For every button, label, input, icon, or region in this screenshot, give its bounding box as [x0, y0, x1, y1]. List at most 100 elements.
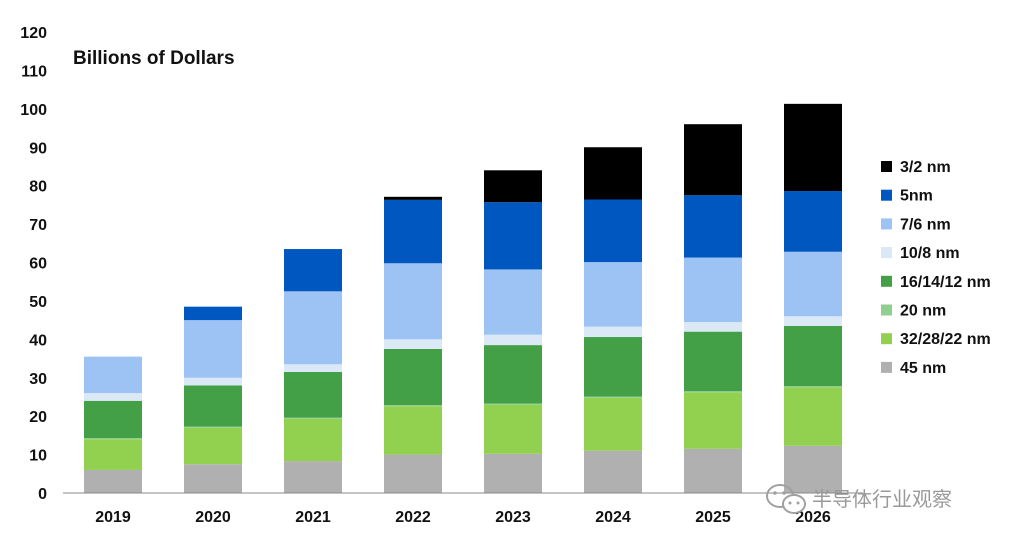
- legend-item: 5nm: [881, 188, 933, 205]
- bar-segment: [484, 170, 542, 203]
- legend-swatch: [881, 361, 892, 373]
- legend-label: 7/6 nm: [900, 216, 951, 233]
- bar-segment: [684, 322, 742, 332]
- bar-segment: [84, 438, 142, 440]
- legend-swatch: [881, 161, 892, 172]
- legend-item: 45 nm: [881, 360, 946, 377]
- legend-swatch: [881, 218, 892, 230]
- legend-label: 10/8 nm: [900, 245, 960, 262]
- bar-segment: [384, 199, 442, 264]
- bar-segment: [684, 331, 742, 392]
- bar-segment: [84, 400, 142, 439]
- y-tick-label: 20: [29, 409, 47, 426]
- y-tick-label: 120: [20, 25, 47, 42]
- x-tick-label: 2026: [795, 509, 831, 526]
- bar-segment: [184, 427, 242, 465]
- bar-segment: [784, 251, 842, 317]
- legend-item: 10/8 nm: [881, 245, 960, 262]
- bar-segment: [184, 426, 242, 428]
- bar-segment: [684, 392, 742, 449]
- bar-segment: [484, 345, 542, 404]
- bar-segment: [284, 371, 342, 418]
- bar-segment: [184, 320, 242, 378]
- bar-segment: [484, 269, 542, 335]
- legend-swatch: [881, 275, 892, 287]
- watermark: 半导体行业观察: [766, 484, 952, 514]
- y-tick-label: 110: [21, 63, 47, 80]
- legend-item: 16/14/12 nm: [881, 274, 991, 291]
- bar-segment: [284, 249, 342, 292]
- legend-item: 32/28/22 nm: [881, 331, 991, 348]
- bar-segment: [384, 196, 442, 200]
- y-tick-label: 10: [29, 448, 47, 465]
- legend-swatch: [881, 304, 892, 316]
- y-tick-label: 100: [20, 102, 47, 119]
- legend-swatch: [881, 333, 892, 345]
- bar-segment: [384, 339, 442, 349]
- bar-segment: [484, 202, 542, 270]
- legend-swatch: [881, 247, 892, 259]
- x-tick-label: 2023: [495, 509, 531, 526]
- axis-layer: 0 10 20 30 40 50 60 70 80 90 100 110 120 2019 2020 2021…: [20, 25, 863, 526]
- x-tick-label: 2024: [595, 509, 631, 526]
- bar-segment: [84, 356, 142, 394]
- y-tick-label: 0: [38, 486, 47, 503]
- bar-segment: [284, 417, 342, 419]
- y-tick-label: 80: [29, 179, 47, 196]
- bar-segment: [384, 454, 442, 493]
- x-tick-label: 2020: [195, 509, 231, 526]
- legend-label: 16/14/12 nm: [900, 274, 991, 291]
- bar-segment: [684, 195, 742, 258]
- bar-segment: [184, 385, 242, 427]
- bar-segment: [184, 306, 242, 321]
- bar-segment: [584, 337, 642, 397]
- legend-swatch: [881, 189, 892, 201]
- bar-segment: [784, 387, 842, 446]
- bar-segment: [784, 316, 842, 326]
- bar-segment: [684, 391, 742, 393]
- bar-segment: [784, 191, 842, 252]
- legend-item: 20 nm: [881, 303, 946, 320]
- bar-segment: [384, 406, 442, 455]
- bar-segment: [584, 199, 642, 263]
- bar-segment: [284, 291, 342, 365]
- legend-label: 5nm: [900, 188, 933, 205]
- bar-segment: [484, 404, 542, 454]
- y-tick-label: 70: [29, 217, 47, 234]
- bar-segment: [284, 418, 342, 462]
- bars-layer: [84, 103, 842, 493]
- bar-segment: [584, 450, 642, 493]
- x-tick-label: 2019: [95, 509, 131, 526]
- bar-segment: [284, 461, 342, 493]
- bar-segment: [484, 334, 542, 346]
- bar-segment: [784, 325, 842, 387]
- legend-label: 32/28/22 nm: [900, 331, 991, 348]
- x-tick-label: 2021: [295, 509, 331, 526]
- bar-segment: [184, 377, 242, 386]
- x-tick-label: 2025: [695, 509, 731, 526]
- bar-segment: [484, 453, 542, 493]
- y-tick-label: 30: [29, 371, 47, 388]
- y-tick-label: 50: [29, 294, 47, 311]
- bar-segment: [784, 445, 842, 493]
- bar-segment: [584, 396, 642, 398]
- y-tick-label: 40: [29, 332, 47, 349]
- legend-label: 45 nm: [900, 360, 946, 377]
- bar-segment: [84, 393, 142, 401]
- bar-segment: [84, 439, 142, 470]
- legend-label: 3/2 nm: [900, 159, 951, 176]
- wechat-icon: [766, 484, 806, 514]
- x-tick-label: 2022: [395, 509, 431, 526]
- bar-segment: [784, 103, 842, 192]
- y-tick-label: 60: [29, 256, 47, 273]
- bar-segment: [584, 326, 642, 338]
- bar-segment: [584, 262, 642, 327]
- y-tick-label: 90: [29, 140, 47, 157]
- bar-segment: [384, 263, 442, 340]
- bar-segment: [384, 348, 442, 406]
- chart-title: Billions of Dollars: [73, 48, 235, 69]
- legend-label: 20 nm: [900, 303, 946, 320]
- bar-segment: [384, 405, 442, 407]
